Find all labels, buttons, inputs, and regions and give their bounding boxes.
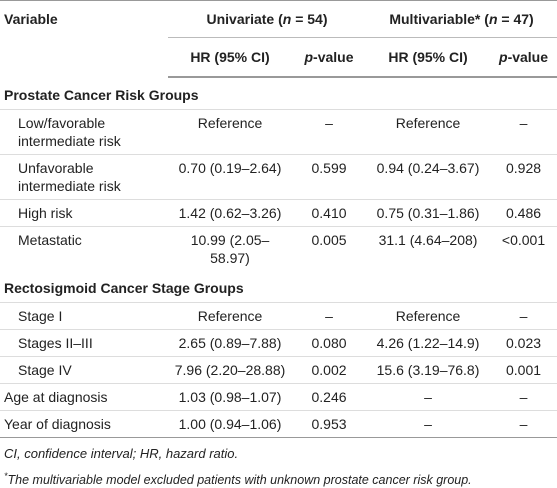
row-label: High risk	[0, 199, 168, 227]
subheader-cell: HR (95% CI)	[366, 37, 491, 78]
group-text: = 47)	[497, 11, 534, 27]
data-row: Low/favorable intermediate risk Reference…	[0, 109, 557, 155]
group-header: Multivariable* (n = 47)	[366, 0, 557, 38]
cell: 0.080	[292, 329, 367, 357]
cell: 0.023	[490, 329, 557, 357]
header-row: Variable Univariate (n = 54) Multivariab…	[0, 0, 557, 77]
row-label: Low/favorable intermediate risk	[0, 109, 168, 155]
footnote: CI, confidence interval; HR, hazard rati…	[4, 446, 239, 461]
data-row: Year of diagnosis 1.00 (0.94–1.06) 0.953– –	[0, 410, 557, 438]
cell: –	[292, 302, 367, 330]
cell: –	[292, 109, 367, 155]
footnote: *The multivariable model excluded patien…	[0, 468, 557, 488]
data-row: Unfavorable intermediate risk 0.70 (0.19–…	[0, 154, 557, 200]
data-row: Age at diagnosis 1.03 (0.98–1.07) 0.246– –	[0, 383, 557, 411]
row-label: Unfavorable intermediate risk	[0, 154, 168, 200]
cell: 0.953	[292, 410, 367, 438]
cell: 4.26 (1.22–14.9)	[366, 329, 491, 357]
cell: –	[490, 410, 557, 438]
group-text: Multivariable* (	[389, 11, 489, 27]
cell: 0.005	[292, 226, 367, 271]
cell: 0.75 (0.31–1.86)	[366, 199, 491, 227]
group-text: = 54)	[291, 11, 328, 27]
footnote-text: The multivariable model excluded patient…	[7, 473, 472, 488]
data-row: Stage I Reference – Reference –	[0, 302, 557, 330]
data-row: Stage IV 7.96 (2.20–28.88) 0.002 15.6 (3.19…	[0, 356, 557, 384]
subheader-row: HR (95% CI) p-value HR (95% CI) p-value	[0, 37, 557, 78]
cell: Reference	[168, 109, 292, 155]
table: Variable Univariate (n = 54) Multivariab…	[0, 0, 557, 438]
section-row: Prostate Cancer Risk Groups	[0, 77, 557, 110]
cell: –	[366, 410, 491, 438]
subheader-cell: p-value	[490, 37, 557, 78]
row-label: Metastatic	[0, 226, 168, 271]
cell: 0.002	[292, 356, 367, 384]
cell: 0.928	[490, 154, 557, 200]
cell: 0.94 (0.24–3.67)	[366, 154, 491, 200]
subheader-text: HR (95% CI)	[388, 49, 468, 65]
group-n: n	[488, 11, 498, 27]
cell: 0.246	[292, 383, 367, 411]
row-label: Stage IV	[0, 356, 168, 384]
cell: 0.70 (0.19–2.64)	[168, 154, 292, 200]
cell: 1.03 (0.98–1.07)	[168, 383, 292, 411]
data-row: Stages II–III 2.65 (0.89–7.88) 0.080 4.26 (…	[0, 329, 557, 357]
group-n: n	[282, 11, 292, 27]
row-label: Year of diagnosis	[0, 410, 168, 438]
subheader-cell: p-value	[292, 37, 367, 78]
cell: 7.96 (2.20–28.88)	[168, 356, 292, 384]
cell: 10.99 (2.05–58.97)	[168, 226, 292, 271]
cell: 0.001	[490, 356, 557, 384]
group-text: Univariate (	[206, 11, 283, 27]
footnote-mark: *	[4, 471, 8, 481]
cell: –	[366, 383, 491, 411]
cell: 1.00 (0.94–1.06)	[168, 410, 292, 438]
cell: Reference	[366, 302, 491, 330]
subheader-cell: HR (95% CI)	[168, 37, 292, 78]
row-label: Age at diagnosis	[0, 383, 168, 411]
subheader-text: -value	[507, 49, 549, 65]
subheader-text: -value	[313, 49, 354, 65]
table-body: Prostate Cancer Risk Groups Low/favorable…	[0, 77, 557, 438]
group-header: Univariate (n = 54)	[168, 0, 367, 38]
cell: –	[490, 109, 557, 155]
cell: –	[490, 302, 557, 330]
cell: 0.599	[292, 154, 367, 200]
cell: Reference	[168, 302, 292, 330]
cell: <0.001	[490, 226, 557, 271]
cell: 1.42 (0.62–3.26)	[168, 199, 292, 227]
subheader-italic: p	[304, 49, 314, 65]
cell: –	[490, 383, 557, 411]
subheader-text: HR (95% CI)	[190, 49, 270, 65]
cell: 0.486	[490, 199, 557, 227]
cell: 0.410	[292, 199, 367, 227]
data-row: Metastatic 10.99 (2.05–58.97) 0.005 31.1 (4…	[0, 226, 557, 271]
data-row: High risk 1.42 (0.62–3.26) 0.410 0.75 (0.31…	[0, 199, 557, 227]
cell: 2.65 (0.89–7.88)	[168, 329, 292, 357]
section-label: Rectosigmoid Cancer Stage Groups	[4, 280, 244, 296]
row-label: Stages II–III	[0, 329, 168, 357]
section-row: Rectosigmoid Cancer Stage Groups	[0, 271, 557, 303]
header-cell: Variable	[0, 0, 168, 77]
cell: Reference	[366, 109, 491, 155]
section-label: Prostate Cancer Risk Groups	[4, 87, 199, 103]
row-label: Stage I	[0, 302, 168, 330]
cell: 31.1 (4.64–208)	[366, 226, 491, 271]
subheader-italic: p	[499, 49, 508, 65]
cell: 15.6 (3.19–76.8)	[366, 356, 491, 384]
